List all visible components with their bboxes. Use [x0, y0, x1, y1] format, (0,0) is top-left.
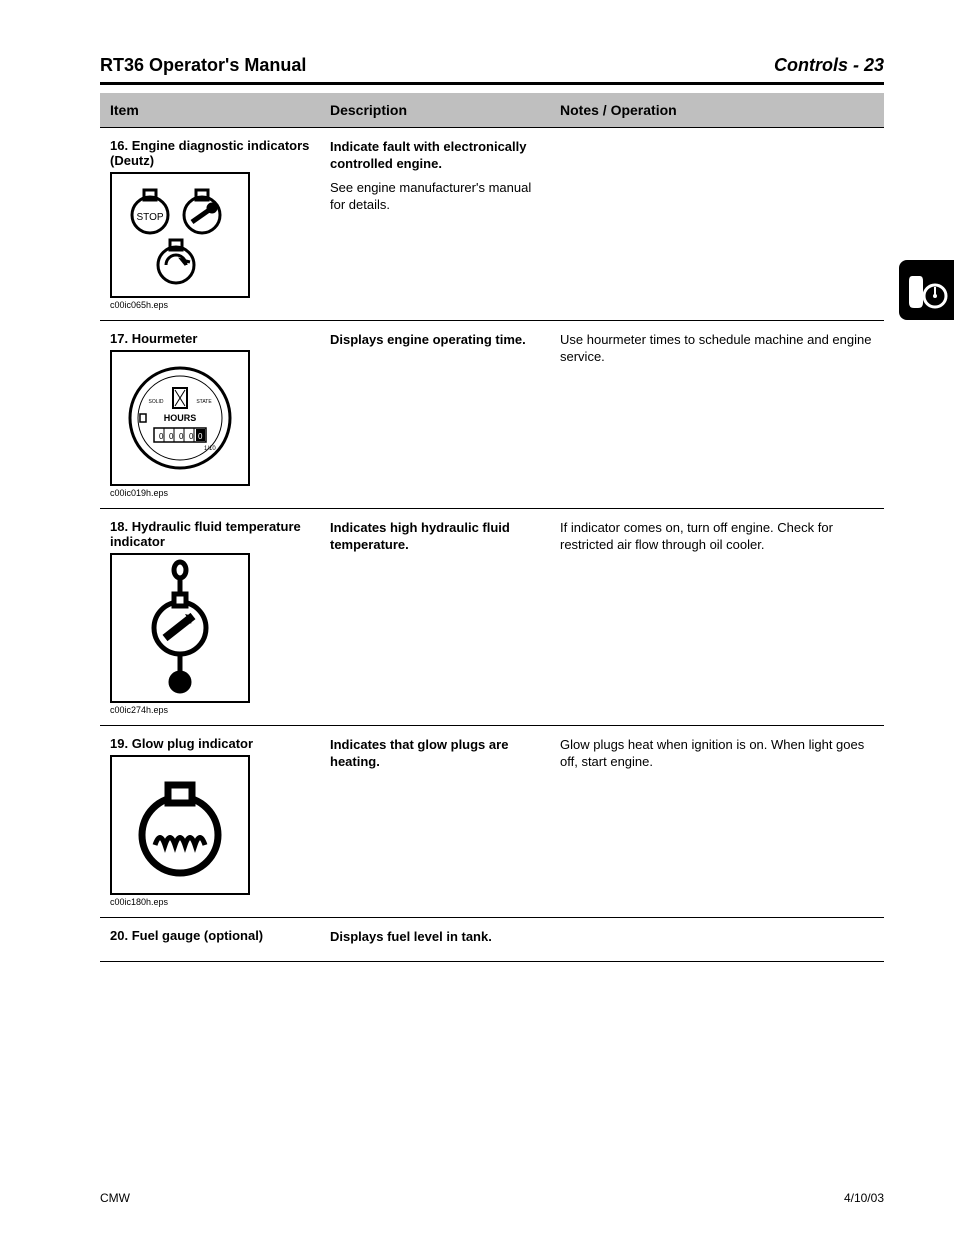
header-left: RT36 Operator's Manual [100, 55, 306, 76]
figure-caption: c00ic019h.eps [110, 488, 310, 498]
controls-table: Item Description Notes / Operation 16. E… [100, 93, 884, 962]
svg-text:1/10: 1/10 [204, 446, 216, 452]
figure-hourmeter: HOURS SOLID STATE 0000 0 1/10 [110, 350, 250, 486]
figure-caption: c00ic180h.eps [110, 897, 310, 907]
col-header-description: Description [320, 93, 550, 127]
page-footer: CMW 4/10/03 [100, 1191, 884, 1205]
cell-desc-19: Indicates that glow plugs are heating. [320, 725, 550, 917]
footer-left: CMW [100, 1191, 130, 1205]
table-row: 20. Fuel gauge (optional) Displays fuel … [100, 917, 884, 962]
figure-caption: c00ic065h.eps [110, 300, 310, 310]
svg-text:0: 0 [159, 432, 164, 441]
table-row: 17. Hourmeter HOURS SOLID STATE [100, 320, 884, 508]
cell-item-20: 20. Fuel gauge (optional) [100, 917, 320, 962]
hourmeter-icon: HOURS SOLID STATE 0000 0 1/10 [120, 358, 240, 478]
svg-text:0: 0 [189, 432, 194, 441]
figure-caption: c00ic274h.eps [110, 705, 310, 715]
svg-text:SOLID: SOLID [148, 399, 163, 405]
header-right: Controls - 23 [774, 55, 884, 76]
cell-desc-18: Indicates high hydraulic fluid temperatu… [320, 508, 550, 725]
header-rule [100, 82, 884, 85]
cell-item-19: 19. Glow plug indicator c00ic180h.eps [100, 725, 320, 917]
glow-plug-icon [120, 765, 240, 885]
col-header-operation: Notes / Operation [550, 93, 884, 127]
cell-op-20 [550, 917, 884, 962]
svg-text:0: 0 [179, 432, 184, 441]
cell-item-17: 17. Hourmeter HOURS SOLID STATE [100, 320, 320, 508]
cell-op-17: Use hourmeter times to schedule machine … [550, 320, 884, 508]
hydraulic-temp-icon [135, 558, 225, 698]
table-row: 19. Glow plug indicator c00ic180h.eps [100, 725, 884, 917]
table-row: 16. Engine diagnostic indicators (Deutz)… [100, 127, 884, 320]
figure-hydraulic-temp [110, 553, 250, 703]
cell-op-18: If indicator comes on, turn off engine. … [550, 508, 884, 725]
figure-deutz-indicators: STOP [110, 172, 250, 298]
deutz-icon: STOP [120, 180, 240, 290]
table-row: 18. Hydraulic fluid temperature indicato… [100, 508, 884, 725]
cell-desc-16: Indicate fault with electronically contr… [320, 127, 550, 320]
cell-desc-17: Displays engine operating time. [320, 320, 550, 508]
page-header: RT36 Operator's Manual Controls - 23 [100, 55, 884, 76]
col-header-item: Item [100, 93, 320, 127]
footer-right: 4/10/03 [844, 1191, 884, 1205]
cell-op-16 [550, 127, 884, 320]
svg-text:STATE: STATE [196, 399, 212, 405]
section-tab [899, 260, 954, 320]
cell-desc-20: Displays fuel level in tank. [320, 917, 550, 962]
figure-glow-plug [110, 755, 250, 895]
table-header-row: Item Description Notes / Operation [100, 93, 884, 127]
cell-op-19: Glow plugs heat when ignition is on. Whe… [550, 725, 884, 917]
section-tab-icon [904, 268, 949, 313]
cell-item-18: 18. Hydraulic fluid temperature indicato… [100, 508, 320, 725]
svg-text:STOP: STOP [136, 212, 163, 223]
svg-text:0: 0 [169, 432, 174, 441]
page: RT36 Operator's Manual Controls - 23 Ite… [0, 0, 954, 1235]
svg-text:0: 0 [198, 432, 203, 441]
svg-text:HOURS: HOURS [164, 413, 197, 423]
cell-item-16: 16. Engine diagnostic indicators (Deutz)… [100, 127, 320, 320]
